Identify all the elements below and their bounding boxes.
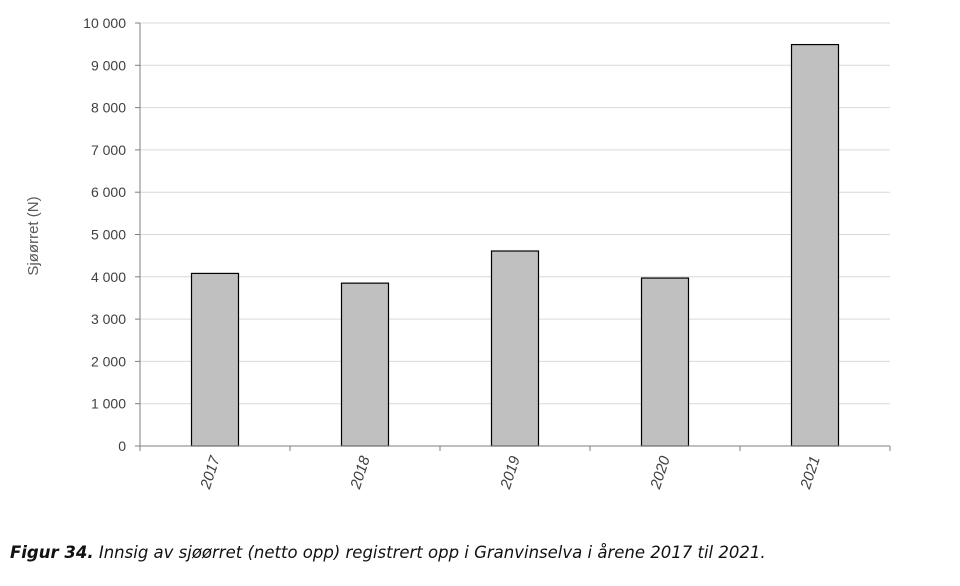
x-tick-label: 2019	[497, 453, 524, 492]
x-tick-label: 2018	[347, 453, 374, 492]
y-tick-label: 10 000	[83, 15, 126, 31]
y-tick-label: 3 000	[91, 311, 126, 327]
bar-2017	[190, 272, 240, 447]
x-tick-label: 2021	[797, 454, 824, 492]
y-tick-label: 1 000	[91, 396, 126, 412]
bar-2020	[640, 277, 690, 447]
y-tick-label: 4 000	[91, 269, 126, 285]
bar-chart: 0 1 000 2 000 3 000 4 000 5 000 6 000 7 000 8 00…	[25, 15, 891, 492]
bars	[190, 43, 840, 447]
y-tick-label: 9 000	[91, 57, 126, 73]
y-axis-label: Sjøørret (N)	[25, 196, 42, 275]
y-tick-label: 0	[118, 438, 126, 454]
y-tick-label: 6 000	[91, 184, 126, 200]
y-tick-label: 2 000	[91, 353, 126, 369]
gridlines	[140, 22, 890, 405]
y-tick-labels: 0 1 000 2 000 3 000 4 000 5 000 6 000 7 000 8 00…	[83, 15, 126, 454]
x-tick-label: 2017	[197, 453, 224, 492]
bar-2021	[790, 43, 840, 447]
y-tick-label: 5 000	[91, 227, 126, 243]
caption-text: Innsig av sjøørret (netto opp) registrer…	[93, 543, 766, 562]
caption-label: Figur 34.	[10, 543, 94, 562]
y-tick-label: 8 000	[91, 100, 126, 116]
x-tick-labels: 2017 2018 2019 2020 2021	[197, 453, 824, 492]
axes	[135, 22, 891, 451]
bar-2018	[340, 282, 390, 447]
bar-2019	[490, 250, 540, 447]
figure-caption: Figur 34. Innsig av sjøørret (netto opp)…	[10, 543, 766, 562]
x-tick-label: 2020	[647, 453, 674, 492]
y-tick-label: 7 000	[91, 142, 126, 158]
